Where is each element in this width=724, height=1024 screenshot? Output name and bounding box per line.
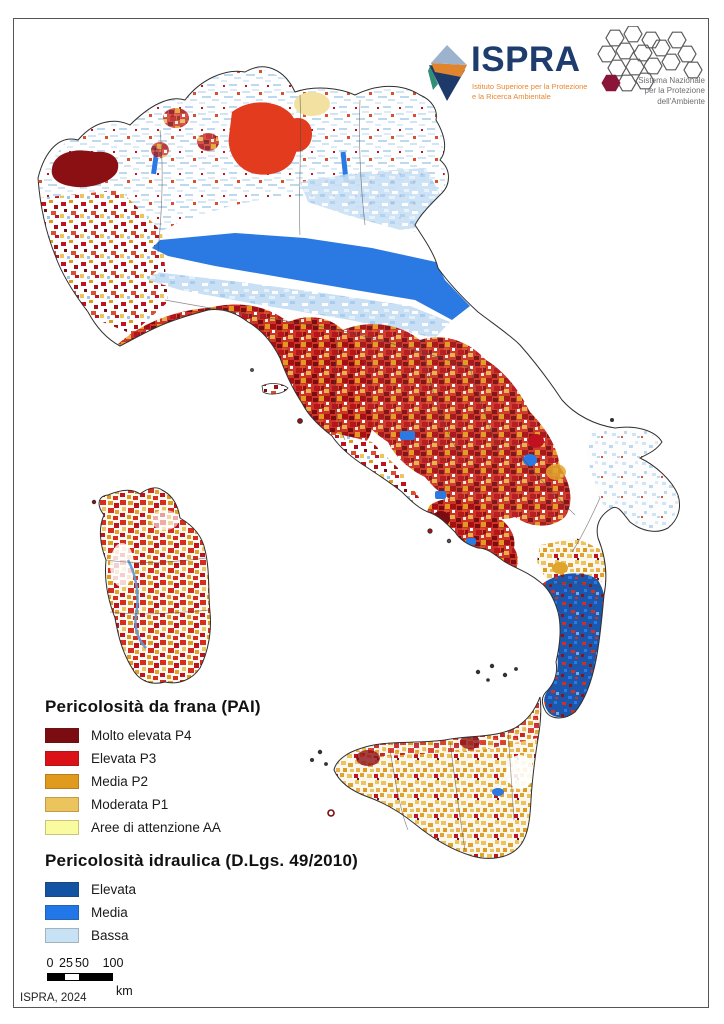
scale-label-50: 50 — [75, 956, 89, 970]
ispra-logo: ISPRA Istituto Superiore per la Protezio… — [425, 42, 587, 112]
scale-bar: 0 25 50 100 km — [47, 956, 187, 998]
ispra-subtitle-line2: e la Ricerca Ambientale — [472, 92, 551, 102]
legend-label: Media P2 — [91, 774, 149, 789]
swatch-elevata-p3 — [45, 751, 79, 766]
scale-segment-black — [47, 973, 64, 981]
legend-row-frana-aa: Aree di attenzione AA — [45, 816, 358, 839]
swatch-aree-attenzione-aa — [45, 820, 79, 835]
scale-segment-white — [64, 973, 80, 981]
snpa-text-line1: Sistema Nazionale — [638, 76, 705, 85]
legend-label: Moderata P1 — [91, 797, 169, 812]
snpa-logo: Sistema Nazionale per la Protezione dell… — [585, 26, 707, 116]
swatch-media-p2 — [45, 774, 79, 789]
swatch-idraulica-media — [45, 905, 79, 920]
attribution-text: ISPRA, 2024 — [20, 992, 87, 1004]
swatch-idraulica-elevata — [45, 882, 79, 897]
scale-unit: km — [116, 984, 133, 998]
region-borders — [157, 94, 603, 589]
ispra-wordmark: ISPRA — [471, 40, 581, 79]
scale-label-0: 0 — [46, 956, 54, 970]
scale-bar-segments: km — [47, 973, 133, 998]
legend-label: Elevata P3 — [91, 751, 157, 766]
legend-row-idraulica-elevata: Elevata — [45, 878, 358, 901]
legend-row-frana-p2: Media P2 — [45, 770, 358, 793]
ispra-diamond-icon — [428, 45, 467, 101]
sicily — [333, 696, 542, 859]
legend-label: Media — [91, 905, 128, 920]
minor-islands — [91, 368, 615, 817]
map-legend: Pericolosità da frana (PAI) Molto elevat… — [45, 697, 358, 947]
legend-label: Bassa — [91, 928, 129, 943]
map-frame-border — [13, 18, 709, 1008]
snpa-text-line2: per la Protezione — [644, 86, 705, 96]
swatch-molto-elevata-p4 — [45, 728, 79, 743]
ispra-subtitle: Istituto Superiore per la Protezione e l… — [472, 82, 587, 102]
snpa-text-line3: dell'Ambiente — [657, 96, 705, 106]
scale-label-25: 25 — [59, 956, 73, 970]
legend-label: Aree di attenzione AA — [91, 820, 221, 835]
legend-row-frana-p1: Moderata P1 — [45, 793, 358, 816]
legend-title-idraulica: Pericolosità idraulica (D.Lgs. 49/2010) — [45, 851, 358, 870]
scale-bar-labels: 0 25 50 100 — [47, 956, 187, 971]
snpa-text: Sistema Nazionale per la Protezione dell… — [638, 76, 705, 107]
legend-row-idraulica-media: Media — [45, 901, 358, 924]
legend-row-idraulica-bassa: Bassa — [45, 924, 358, 947]
scale-label-100: 100 — [102, 956, 124, 970]
swatch-idraulica-bassa — [45, 928, 79, 943]
legend-label: Elevata — [91, 882, 137, 897]
sardinia — [98, 487, 211, 684]
swatch-moderata-p1 — [45, 797, 79, 812]
legend-row-frana-p3: Elevata P3 — [45, 747, 358, 770]
legend-row-frana-p4: Molto elevata P4 — [45, 724, 358, 747]
scale-segment-black — [80, 973, 113, 981]
ispra-subtitle-line1: Istituto Superiore per la Protezione — [472, 82, 588, 91]
legend-title-frana: Pericolosità da frana (PAI) — [45, 697, 261, 716]
legend-label: Molto elevata P4 — [91, 728, 192, 743]
